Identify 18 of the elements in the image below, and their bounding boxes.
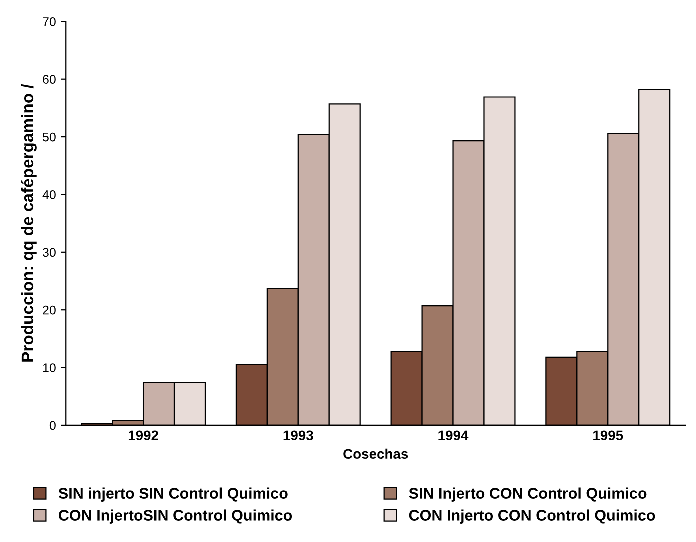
y-tick-label: 10 — [43, 364, 56, 372]
x-tick-label: 1992 — [128, 430, 158, 441]
y-tick-label: 30 — [42, 248, 56, 258]
y-tick-label: 60 — [43, 75, 56, 84]
x-tick-label: 1995 — [594, 430, 624, 441]
y-tick-label: 20 — [43, 306, 56, 315]
legend-label: SIN injerto SIN Control Quimico — [58, 488, 288, 502]
y-tick-label: 40 — [42, 190, 56, 200]
y-tick-label: 50 — [42, 132, 56, 142]
y-tick-label: 70 — [43, 17, 56, 26]
legend-label: CON InjertoSIN Control Quimico — [59, 510, 292, 524]
x-axis-title: Cosechas — [344, 448, 408, 460]
legend-label: SIN Injerto CON Control Quimico — [409, 488, 647, 502]
x-tick-label: 1993 — [284, 430, 314, 441]
x-tick-label: 1994 — [438, 430, 469, 441]
legend-label: CON Injerto CON Control Quimico — [409, 510, 656, 524]
y-axis-title: Produccion: qq de cafépergamino / — [21, 84, 37, 362]
y-tick-label: 0 — [50, 421, 56, 430]
